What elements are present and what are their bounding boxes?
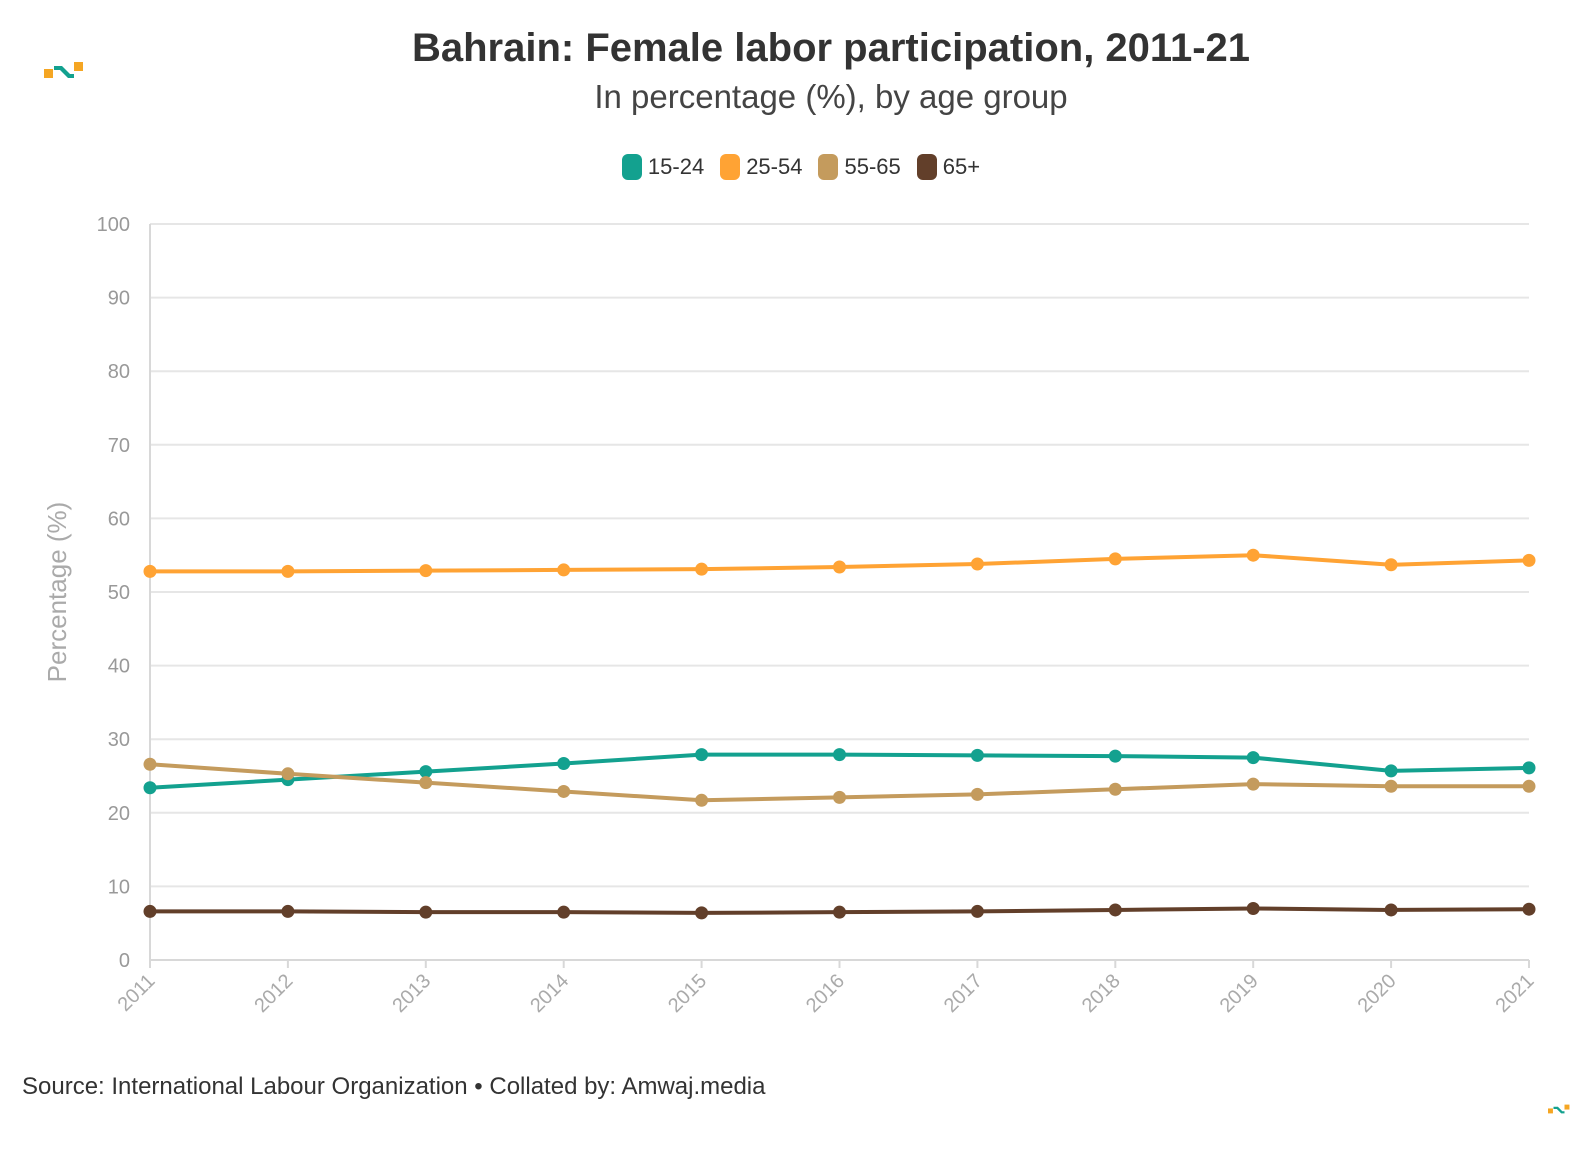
data-point-65+ [1108, 903, 1122, 917]
data-point-25-54 [1522, 553, 1536, 567]
x-tick-label: 2020 [1354, 970, 1401, 1017]
legend-item-65+[interactable]: 65+ [916, 154, 981, 180]
chart-subtitle: In percentage (%), by age group [594, 78, 1068, 115]
data-point-55-65 [833, 790, 846, 804]
legend-swatch [720, 154, 741, 180]
data-point-15-24 [970, 748, 984, 762]
data-point-55-65 [970, 787, 984, 801]
y-tick-label: 80 [108, 361, 130, 383]
y-tick-label: 50 [108, 582, 130, 604]
data-point-15-24 [419, 765, 433, 779]
data-point-15-24 [143, 781, 157, 795]
data-point-65+ [1384, 903, 1398, 917]
y-tick-label: 100 [97, 214, 130, 236]
data-point-55-65 [695, 793, 709, 807]
data-point-25-54 [281, 564, 295, 578]
data-point-25-54 [970, 557, 984, 571]
data-point-55-65 [143, 757, 157, 771]
data-point-15-24 [1246, 751, 1260, 765]
legend-item-15-24[interactable]: 15-24 [621, 154, 705, 180]
legend-swatch [621, 154, 642, 180]
legend-label: 25-54 [746, 154, 803, 179]
data-point-25-54 [143, 564, 157, 578]
data-point-25-54 [419, 564, 433, 578]
y-tick-label: 90 [108, 288, 130, 310]
data-point-65+ [1246, 901, 1260, 915]
legend-item-25-54[interactable]: 25-54 [720, 154, 802, 180]
x-tick-label: 2016 [802, 970, 849, 1017]
data-point-15-24 [695, 748, 709, 762]
y-tick-label: 10 [108, 876, 130, 898]
data-point-55-65 [1246, 777, 1260, 791]
data-point-55-65 [1108, 782, 1122, 796]
data-point-15-24 [833, 748, 846, 762]
data-point-55-65 [419, 776, 433, 790]
line-chart: 0 10 20 30 40 50 60 70 80 90 100 Percentage (%) 2011… [42, 214, 1539, 1017]
data-point-25-54 [1246, 548, 1260, 562]
legend-swatch [818, 154, 839, 180]
y-tick-label: 60 [108, 508, 130, 530]
x-tick-label: 2015 [664, 970, 711, 1017]
data-point-25-54 [1384, 558, 1398, 572]
amwaj-small-logo-icon [1548, 1104, 1570, 1114]
data-point-65+ [281, 904, 295, 918]
data-point-25-54 [833, 560, 846, 574]
legend-swatch [916, 154, 937, 180]
data-point-55-65 [1522, 779, 1536, 793]
legend-label: 15-24 [647, 154, 705, 179]
data-point-65+ [557, 905, 571, 919]
x-tick-label: 2014 [526, 970, 573, 1017]
x-tick-label: 2017 [940, 970, 987, 1017]
data-point-15-24 [1384, 764, 1398, 778]
amwaj-logo-icon [44, 62, 83, 78]
data-point-65+ [970, 904, 984, 918]
chart-legend: 15-24 25-54 55-65 65+ [0, 154, 1592, 180]
data-point-25-54 [557, 563, 571, 577]
y-tick-label: 30 [108, 729, 130, 751]
x-tick-label: 2019 [1216, 970, 1263, 1017]
data-point-65+ [833, 905, 846, 919]
data-point-25-54 [1108, 552, 1122, 566]
data-point-15-24 [1522, 761, 1536, 775]
legend-label: 65+ [942, 154, 981, 179]
x-tick-label: 2021 [1492, 970, 1539, 1017]
legend-item-55-65[interactable]: 55-65 [818, 154, 901, 180]
data-point-65+ [695, 906, 709, 920]
y-tick-label: 40 [108, 656, 130, 678]
y-tick-label: 0 [119, 950, 130, 972]
x-tick-label: 2018 [1078, 970, 1125, 1017]
x-tick-label: 2013 [388, 970, 435, 1017]
y-tick-label: 70 [108, 435, 130, 457]
data-point-15-24 [1108, 749, 1122, 763]
y-tick-label: 20 [108, 803, 130, 825]
data-point-25-54 [695, 562, 709, 576]
source-note: Source: International Labour Organizatio… [22, 1073, 766, 1100]
legend-label: 55-65 [844, 154, 901, 179]
x-tick-label: 2011 [114, 970, 160, 1016]
data-point-55-65 [281, 767, 295, 781]
data-point-65+ [143, 904, 157, 918]
data-point-65+ [419, 905, 433, 919]
data-point-55-65 [557, 784, 571, 798]
data-point-65+ [1522, 902, 1536, 916]
chart-title: Bahrain: Female labor participation, 201… [411, 26, 1251, 70]
y-axis-title: Percentage (%) [42, 502, 72, 683]
data-point-15-24 [557, 756, 571, 770]
x-tick-label: 2012 [250, 970, 297, 1017]
data-point-55-65 [1384, 779, 1398, 793]
